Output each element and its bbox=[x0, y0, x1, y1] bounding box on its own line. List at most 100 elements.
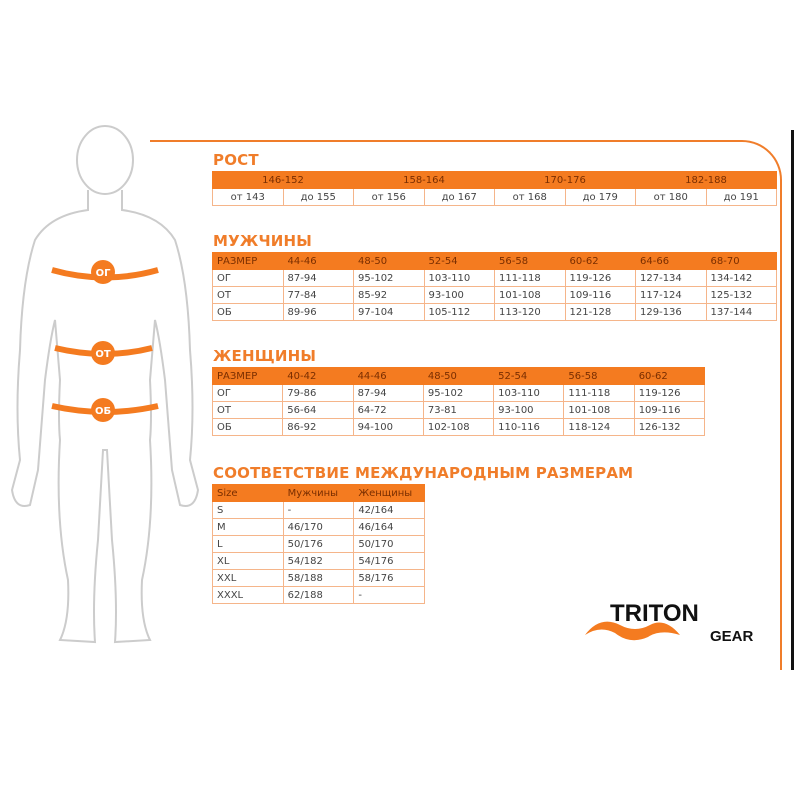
table-cell: 134-142 bbox=[705, 269, 777, 287]
header-row: РАЗМЕР 40-42 44-46 48-50 52-54 56-58 60-62 bbox=[211, 367, 706, 385]
table-cell: ОГ bbox=[212, 269, 284, 287]
table-cell: 119-126 bbox=[633, 384, 706, 402]
bound-cell: от 143 bbox=[212, 188, 284, 206]
table-row: XXXL 62/188- bbox=[212, 586, 425, 604]
table-cell: - bbox=[282, 501, 355, 519]
header-cell: 60-62 bbox=[564, 252, 636, 270]
header-cell: 64-66 bbox=[635, 252, 707, 270]
table-cell: ОГ bbox=[211, 384, 284, 402]
table-cell: 62/188 bbox=[282, 586, 355, 604]
table-cell: 103-110 bbox=[423, 269, 495, 287]
height-title: РОСТ bbox=[213, 151, 259, 169]
intl-title: СООТВЕТСТВИЕ МЕЖДУНАРОДНЫМ РАЗМЕРАМ bbox=[213, 464, 634, 482]
bound-cell: от 156 bbox=[353, 188, 425, 206]
label-ob: ОБ bbox=[95, 406, 111, 417]
range-cell: 170-176 bbox=[494, 171, 636, 189]
label-ot: ОТ bbox=[95, 349, 111, 360]
table-cell: 50/170 bbox=[353, 535, 425, 553]
table-cell: 111-118 bbox=[563, 384, 635, 402]
table-cell: 95-102 bbox=[422, 384, 495, 402]
table-cell: 125-132 bbox=[705, 286, 777, 304]
table-cell: 85-92 bbox=[353, 286, 425, 304]
table-row: XL 54/182 54/176 bbox=[212, 552, 425, 570]
range-cell: 182-188 bbox=[635, 171, 777, 189]
table-cell: 109-116 bbox=[633, 401, 706, 419]
header-cell: 56-58 bbox=[494, 252, 566, 270]
header-cell: 44-46 bbox=[282, 252, 354, 270]
header-cell: 60-62 bbox=[633, 367, 706, 385]
header-cell: Женщины bbox=[353, 484, 425, 502]
table-cell: 118-124 bbox=[563, 418, 635, 436]
table-cell: 86-92 bbox=[282, 418, 354, 436]
table-row: ОГ 79-86 87-94 95-102 103-110 111-118 119-126 bbox=[211, 384, 706, 402]
table-cell: M bbox=[212, 518, 284, 536]
measure-bands bbox=[51, 260, 159, 422]
men-table: РАЗМЕР 44-46 48-50 52-54 56-58 60-62 64-66 68-7… bbox=[212, 252, 777, 321]
table-cell: 102-108 bbox=[422, 418, 495, 436]
table-cell: 87-94 bbox=[282, 269, 354, 287]
table-cell: 77-84 bbox=[282, 286, 354, 304]
table-cell: ОТ bbox=[211, 401, 284, 419]
header-cell: 44-46 bbox=[352, 367, 424, 385]
body-figure: ОГ ОТ ОБ bbox=[10, 125, 200, 644]
table-cell: 46/170 bbox=[282, 518, 355, 536]
range-cell: 146-152 bbox=[212, 171, 354, 189]
table-cell: 126-132 bbox=[633, 418, 706, 436]
table-cell: 101-108 bbox=[563, 401, 635, 419]
header-cell: 52-54 bbox=[493, 367, 565, 385]
label-og: ОГ bbox=[96, 268, 112, 279]
bound-cell: от 180 bbox=[635, 188, 707, 206]
logo-text: TRITON bbox=[610, 600, 699, 627]
bound-cell: до 155 bbox=[282, 188, 354, 206]
bound-cell: до 167 bbox=[423, 188, 495, 206]
table-cell: 93-100 bbox=[493, 401, 565, 419]
table-cell: 127-134 bbox=[635, 269, 707, 287]
header-row: Size Мужчины Женщины bbox=[212, 484, 425, 502]
header-cell: 52-54 bbox=[423, 252, 495, 270]
table-cell: S bbox=[212, 501, 284, 519]
header-cell: Мужчины bbox=[282, 484, 355, 502]
table-cell: 103-110 bbox=[493, 384, 565, 402]
table-cell: 58/176 bbox=[353, 569, 425, 587]
logo-subtext: GEAR bbox=[710, 628, 754, 645]
table-cell: 89-96 bbox=[282, 303, 354, 321]
header-cell: 68-70 bbox=[705, 252, 777, 270]
table-cell: 101-108 bbox=[494, 286, 566, 304]
table-cell: 110-116 bbox=[493, 418, 565, 436]
table-cell: L bbox=[212, 535, 284, 553]
table-cell: XXL bbox=[212, 569, 284, 587]
header-cell: 40-42 bbox=[282, 367, 354, 385]
table-row: S -42/164 bbox=[212, 501, 425, 519]
table-cell: XXXL bbox=[212, 586, 284, 604]
table-row: ОБ 89-96 97-104 105-112 113-120 121-128 129-13… bbox=[212, 303, 777, 321]
table-row: L 50/176 50/170 bbox=[212, 535, 425, 553]
table-cell: 121-128 bbox=[564, 303, 636, 321]
table-cell: 113-120 bbox=[494, 303, 566, 321]
header-cell: РАЗМЕР bbox=[212, 252, 284, 270]
table-cell: 73-81 bbox=[422, 401, 495, 419]
table-row: ОТ 56-64 64-72 73-81 93-100 101-108 109-116 bbox=[211, 401, 706, 419]
table-cell: ОТ bbox=[212, 286, 284, 304]
bound-cell: до 191 bbox=[705, 188, 777, 206]
women-table: РАЗМЕР 40-42 44-46 48-50 52-54 56-58 60-62 ОГ 79… bbox=[211, 367, 706, 436]
table-cell: 54/182 bbox=[282, 552, 355, 570]
intl-table: Size Мужчины Женщины S -42/164 M 46/170 46/164 L… bbox=[212, 484, 425, 604]
women-title: ЖЕНЩИНЫ bbox=[213, 347, 317, 365]
table-row: M 46/170 46/164 bbox=[212, 518, 425, 536]
table-cell: 56-64 bbox=[282, 401, 354, 419]
table-cell: 95-102 bbox=[353, 269, 425, 287]
table-cell: 94-100 bbox=[352, 418, 424, 436]
table-cell: 105-112 bbox=[423, 303, 495, 321]
table-cell: ОБ bbox=[212, 303, 284, 321]
table-cell: 64-72 bbox=[352, 401, 424, 419]
table-cell: 42/164 bbox=[353, 501, 425, 519]
triton-logo: TRITON GEAR bbox=[580, 595, 780, 659]
table-cell: XL bbox=[212, 552, 284, 570]
table-row: ОТ 77-84 85-92 93-100 101-108 109-116 117-124 1… bbox=[212, 286, 777, 304]
table-cell: 79-86 bbox=[282, 384, 354, 402]
header-cell: 48-50 bbox=[422, 367, 495, 385]
header-row: 146-152 158-164 170-176 182-188 bbox=[212, 171, 777, 189]
table-row: от 143 до 155 от 156 до 167 от 168 до 179 от 1… bbox=[212, 188, 777, 206]
header-cell: 56-58 bbox=[563, 367, 635, 385]
table-cell: - bbox=[353, 586, 425, 604]
